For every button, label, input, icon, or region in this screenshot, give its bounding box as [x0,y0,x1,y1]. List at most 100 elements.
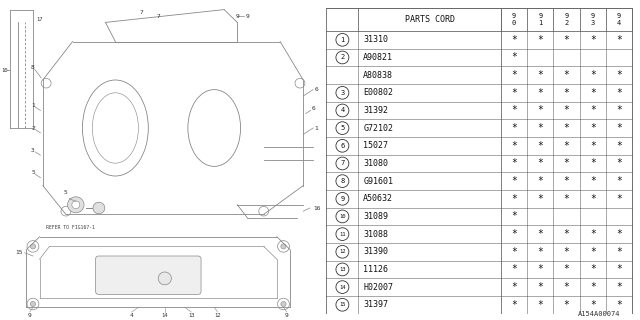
Circle shape [158,272,172,285]
Text: 5: 5 [340,125,344,131]
Text: 13: 13 [188,313,195,318]
Text: 31397: 31397 [363,300,388,309]
Text: *: * [538,194,543,204]
Circle shape [68,197,84,213]
Text: *: * [511,247,517,257]
Text: *: * [616,300,622,310]
Text: 2: 2 [340,54,344,60]
Text: *: * [590,70,596,80]
Text: 9
0: 9 0 [512,13,516,26]
Text: 31088: 31088 [363,230,388,239]
Text: REFER TO FIG167-1: REFER TO FIG167-1 [46,225,95,230]
Text: *: * [590,141,596,151]
Text: 1: 1 [340,37,344,43]
Circle shape [278,298,289,310]
Text: *: * [616,158,622,168]
Text: 15: 15 [15,250,23,255]
Text: *: * [538,300,543,310]
Circle shape [27,241,39,252]
Text: *: * [616,35,622,45]
Text: 1: 1 [31,103,35,108]
Circle shape [336,86,349,99]
Text: A50632: A50632 [363,194,393,203]
Text: E00802: E00802 [363,88,393,97]
Text: *: * [564,158,570,168]
Text: *: * [538,141,543,151]
Text: 11126: 11126 [363,265,388,274]
Text: *: * [616,194,622,204]
Text: 9: 9 [236,13,239,19]
Text: *: * [564,300,570,310]
Circle shape [281,301,286,307]
Text: *: * [511,141,517,151]
Text: *: * [564,282,570,292]
Text: 7: 7 [140,10,143,15]
Text: *: * [616,176,622,186]
Text: *: * [511,264,517,275]
Text: 9
1: 9 1 [538,13,542,26]
Circle shape [30,244,36,249]
Text: A80838: A80838 [363,71,393,80]
Text: PARTS CORD: PARTS CORD [404,15,454,24]
Text: *: * [616,88,622,98]
Text: 31080: 31080 [363,159,388,168]
Text: *: * [590,282,596,292]
Text: *: * [564,229,570,239]
Text: *: * [590,35,596,45]
Text: *: * [616,229,622,239]
Text: G91601: G91601 [363,177,393,186]
Circle shape [336,281,349,293]
Circle shape [278,241,289,252]
Circle shape [93,202,105,214]
Text: 9: 9 [28,313,31,318]
Text: 10: 10 [339,214,346,219]
Text: *: * [511,106,517,116]
Text: 12: 12 [339,249,346,254]
Circle shape [336,104,349,117]
FancyBboxPatch shape [95,256,201,294]
Text: *: * [511,212,517,221]
Text: *: * [538,35,543,45]
Text: *: * [616,141,622,151]
Text: 2: 2 [31,125,35,131]
Circle shape [336,245,349,258]
Text: 5: 5 [64,189,68,195]
Text: *: * [564,123,570,133]
Text: *: * [538,123,543,133]
Circle shape [295,78,305,88]
Text: *: * [616,123,622,133]
Text: *: * [538,176,543,186]
Text: *: * [538,264,543,275]
Circle shape [336,34,349,46]
Text: 3: 3 [340,90,344,96]
Text: 9: 9 [340,196,344,202]
Text: *: * [564,106,570,116]
Text: *: * [511,52,517,62]
Text: *: * [564,35,570,45]
Text: 9
3: 9 3 [591,13,595,26]
Text: 31089: 31089 [363,212,388,221]
Text: *: * [538,106,543,116]
Circle shape [336,299,349,311]
Text: 1: 1 [314,125,318,131]
Text: 4: 4 [130,313,134,318]
Text: 14: 14 [161,313,168,318]
Text: *: * [511,123,517,133]
Text: 13: 13 [339,267,346,272]
Text: *: * [564,88,570,98]
Text: 14: 14 [339,284,346,290]
Text: *: * [590,176,596,186]
Text: 16: 16 [313,205,321,211]
Text: H02007: H02007 [363,283,393,292]
Text: 5: 5 [31,170,35,175]
Text: 9
2: 9 2 [564,13,569,26]
Text: 8: 8 [31,65,35,70]
Text: *: * [511,70,517,80]
Text: *: * [538,88,543,98]
Circle shape [336,175,349,188]
Text: *: * [511,176,517,186]
Text: A154A00074: A154A00074 [579,311,621,317]
Text: *: * [538,229,543,239]
Circle shape [336,228,349,240]
Circle shape [336,192,349,205]
